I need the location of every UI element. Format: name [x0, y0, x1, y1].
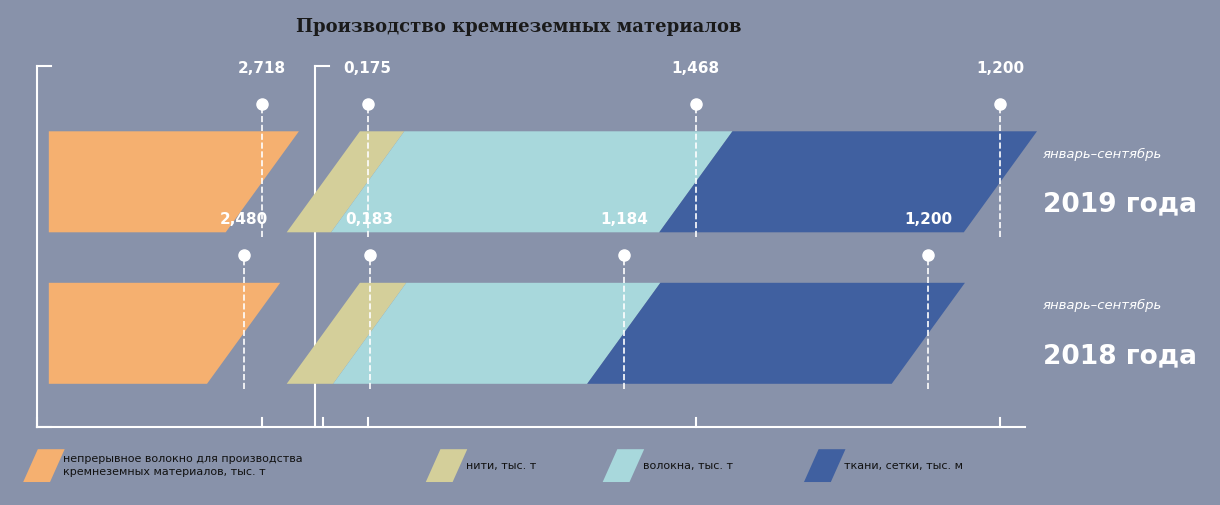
Polygon shape — [804, 449, 845, 482]
Polygon shape — [287, 283, 406, 384]
Polygon shape — [426, 449, 467, 482]
Text: 1,200: 1,200 — [904, 212, 953, 227]
Polygon shape — [49, 131, 299, 232]
Text: волокна, тыс. т: волокна, тыс. т — [643, 461, 733, 471]
Text: 2018 года: 2018 года — [1043, 343, 1197, 369]
Polygon shape — [659, 131, 1037, 232]
Polygon shape — [333, 283, 660, 384]
Polygon shape — [331, 131, 732, 232]
Text: 1,184: 1,184 — [600, 212, 648, 227]
Polygon shape — [49, 283, 281, 384]
Text: январь–сентябрь: январь–сентябрь — [1043, 299, 1163, 312]
Text: нити, тыс. т: нити, тыс. т — [466, 461, 537, 471]
Text: январь–сентябрь: январь–сентябрь — [1043, 147, 1163, 161]
Text: ткани, сетки, тыс. м: ткани, сетки, тыс. м — [844, 461, 964, 471]
Polygon shape — [23, 449, 65, 482]
Polygon shape — [603, 449, 644, 482]
Polygon shape — [287, 131, 404, 232]
Text: Производство кремнеземных материалов: Производство кремнеземных материалов — [295, 18, 742, 36]
Text: 2,480: 2,480 — [220, 212, 267, 227]
Polygon shape — [587, 283, 965, 384]
Text: 0,175: 0,175 — [344, 61, 392, 76]
Text: 1,468: 1,468 — [672, 61, 720, 76]
Text: 0,183: 0,183 — [345, 212, 394, 227]
Text: 2,718: 2,718 — [238, 61, 287, 76]
Text: 1,200: 1,200 — [976, 61, 1025, 76]
Text: непрерывное волокно для производства
кремнеземных материалов, тыс. т: непрерывное волокно для производства кре… — [63, 454, 303, 477]
Text: 2019 года: 2019 года — [1043, 191, 1197, 218]
